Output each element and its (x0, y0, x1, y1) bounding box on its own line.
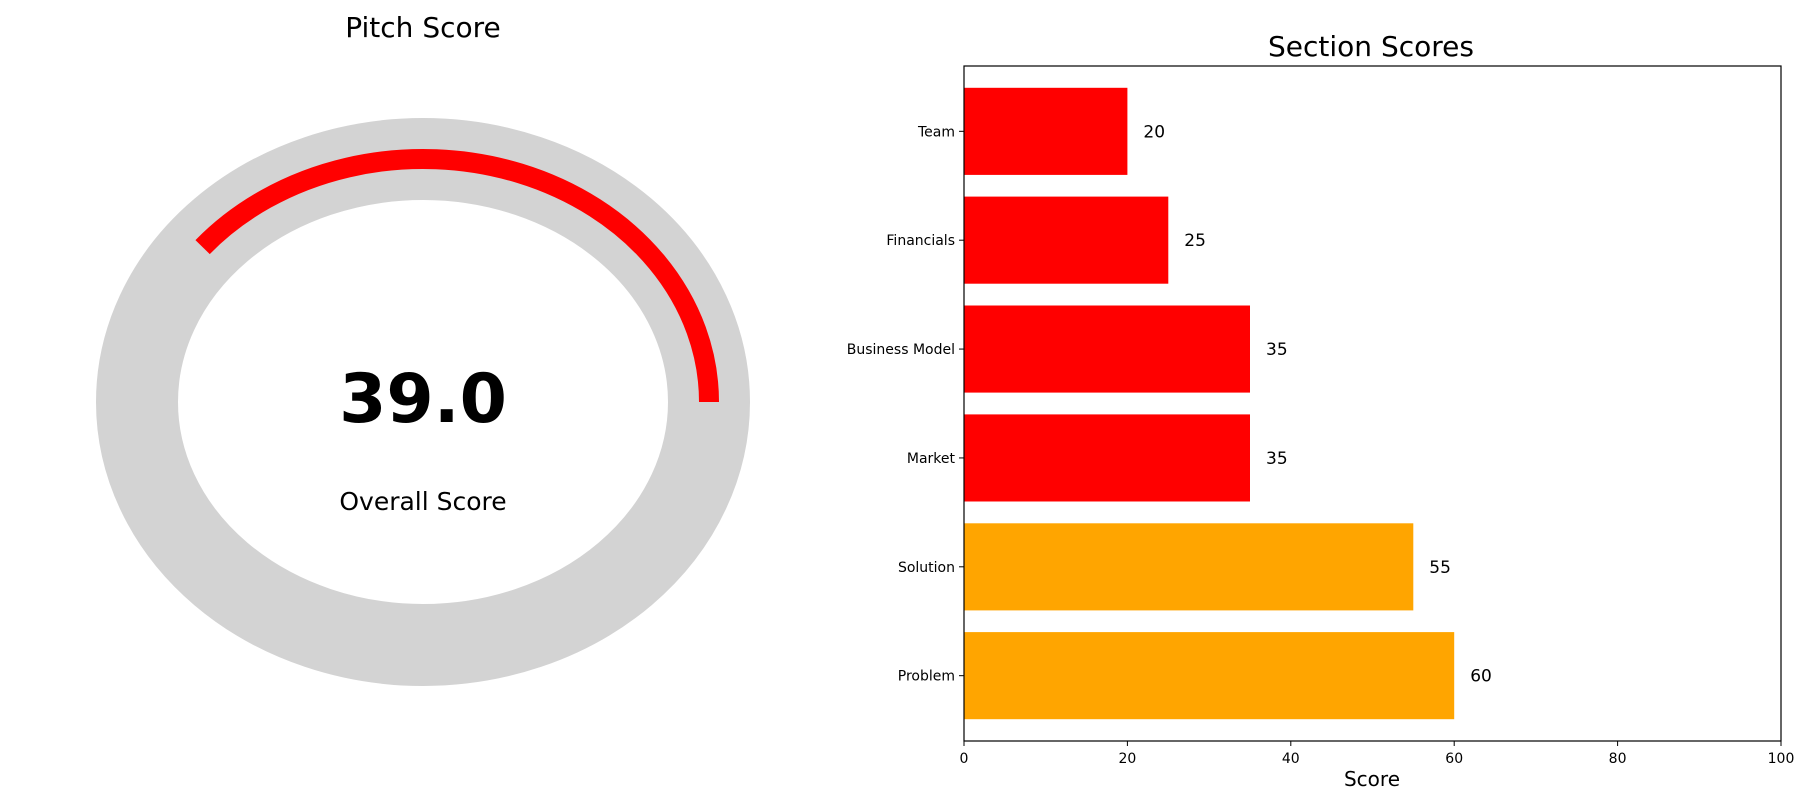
gauge-title: Pitch Score (345, 11, 501, 44)
x-tick-label: 80 (1609, 751, 1627, 767)
bar-value-label: 55 (1429, 558, 1451, 578)
bar-financials (964, 196, 1169, 284)
bar-solution (964, 523, 1414, 611)
bar-business-model (964, 305, 1250, 393)
bar-team (964, 87, 1128, 175)
gauge-panel: Pitch Score 39.0 Overall Score (96, 11, 750, 686)
y-tick-label: Problem (898, 669, 955, 685)
y-tick-label: Market (907, 451, 956, 467)
y-tick-label: Solution (898, 560, 955, 576)
x-tick-label: 0 (960, 751, 969, 767)
x-tick-label: 60 (1445, 751, 1463, 767)
x-tick-label: 40 (1282, 751, 1300, 767)
x-tick-label: 100 (1768, 751, 1795, 767)
bar-value-label: 35 (1266, 340, 1288, 360)
bar-value-label: 35 (1266, 449, 1288, 469)
bars-group (964, 87, 1455, 720)
bar-value-label: 20 (1143, 122, 1165, 142)
x-tick-label: 20 (1118, 751, 1136, 767)
bar-problem (964, 632, 1455, 720)
gauge-subtitle: Overall Score (339, 487, 506, 516)
gauge-value: 39.0 (339, 360, 507, 439)
y-tick-label: Financials (886, 233, 955, 249)
x-axis-label: Score (1344, 767, 1400, 791)
bar-value-label: 60 (1470, 667, 1492, 687)
bar-value-label: 25 (1184, 231, 1206, 251)
bar-market (964, 414, 1250, 502)
y-axis-ticks: Problem Solution Market Business Model Finan… (847, 124, 964, 685)
y-tick-label: Business Model (847, 342, 955, 358)
bar-chart-panel: Section Scores 60 55 35 35 25 20 Problem Solut… (847, 30, 1795, 791)
gauge-value-arc (195, 148, 719, 403)
bar-value-labels: 60 55 35 35 25 20 (1143, 122, 1491, 686)
x-axis-ticks: 0 20 40 60 80 100 (960, 741, 1795, 767)
chart-title: Section Scores (1268, 30, 1474, 63)
y-tick-label: Team (917, 124, 955, 140)
plot-frame (963, 65, 1782, 742)
